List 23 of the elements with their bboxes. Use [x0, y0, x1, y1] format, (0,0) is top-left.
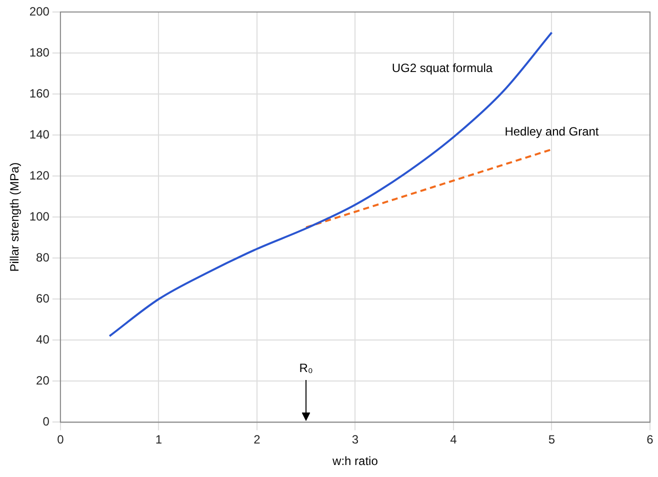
- series-label: Hedley and Grant: [504, 124, 600, 138]
- x-tick-label: 2: [254, 432, 261, 447]
- y-axis-title: Pillar strength (MPa): [8, 162, 22, 272]
- x-axis-title: w:h ratio: [332, 454, 378, 468]
- x-tick-label: 5: [548, 432, 556, 447]
- y-tick-label: 80: [36, 250, 50, 264]
- x-tick-label: 3: [352, 432, 359, 447]
- x-tick-label: 4: [450, 432, 458, 447]
- x-tick-label: 0: [57, 432, 64, 447]
- x-tick-label: 1: [155, 432, 162, 447]
- y-tick-label: 60: [36, 291, 50, 306]
- annotation: R₀: [299, 361, 313, 376]
- y-tick-label: 40: [36, 332, 50, 346]
- y-tick-label: 180: [29, 45, 50, 60]
- y-tick-label: 160: [29, 86, 50, 100]
- y-tick-label: 200: [29, 4, 50, 18]
- y-tick-label: 140: [29, 127, 50, 142]
- y-tick-label: 120: [29, 168, 50, 182]
- y-tick-label: 100: [29, 209, 50, 224]
- x-tick-label: 6: [646, 432, 654, 447]
- series-label: UG2 squat formula: [392, 60, 493, 75]
- y-tick-label: 0: [42, 414, 50, 429]
- y-tick-label: 20: [36, 373, 50, 388]
